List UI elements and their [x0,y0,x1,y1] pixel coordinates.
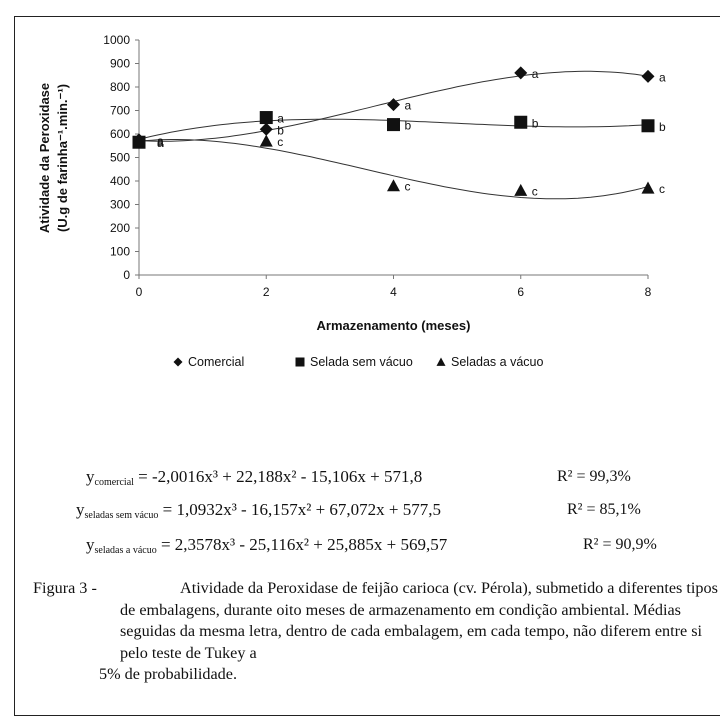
equation-rhs: = 1,0932x³ - 16,157x² + 67,072x + 577,5 [162,500,441,519]
caption-last-line: 5% de probabilidade. [99,665,237,683]
significance-letter: a [277,112,284,126]
y-tick-label: 400 [110,174,130,188]
significance-letter: c [405,180,411,194]
y-tick-label: 1000 [103,33,130,47]
data-point-triangle [387,179,400,192]
significance-letter: a [157,136,164,150]
y-axis-label: Atividade da Peroxidase (U.g de farinha⁻¹… [37,83,70,233]
y-tick-label: 900 [110,57,130,71]
r2-seladas-sem-vacuo: R² = 85,1% [567,501,641,518]
equation-rhs: = 2,3578x³ - 25,116x² + 25,885x + 569,57 [160,535,448,554]
equation-seladas-sem-vacuo: yseladas sem vácuo = 1,0932x³ - 16,157x²… [76,500,441,521]
significance-letter: b [405,119,412,133]
legend-label: Comercial [188,355,244,369]
data-point-diamond [387,98,400,112]
x-tick-label: 6 [517,285,524,299]
equation-subscript: seladas a vácuo [94,545,157,556]
equation-comercial: ycomercial = -2,0016x³ + 22,188x² - 15,1… [86,467,423,488]
equation-rhs: = -2,0016x³ + 22,188x² - 15,106x + 571,8 [138,467,423,486]
data-point-square [387,118,400,132]
y-tick-label: 100 [110,245,130,259]
x-tick-label: 8 [645,285,652,299]
legend-marker-triangle [436,357,446,366]
x-axis-label: Armazenamento (meses) [317,318,471,333]
y-tick-label: 700 [110,104,130,118]
significance-letter: a [659,70,666,84]
caption-text: Atividade da Peroxidase de feijão carioc… [120,579,718,662]
legend-label: Selada sem vácuo [310,355,413,369]
y-tick-label: 200 [110,221,130,235]
y-tick-label: 0 [123,268,130,282]
equation-subscript: comercial [94,477,134,488]
data-point-triangle [132,134,146,147]
equation-subscript: seladas sem vácuo [84,510,159,521]
chart: 0 100 200 300 400 500 600 700 800 900 1000 0 2 4 6 8 Arm… [37,33,666,369]
data-point-triangle [514,183,528,196]
significance-letter: c [659,182,665,196]
r2-seladas-a-vacuo: R² = 90,9% [583,536,657,553]
y-tick-label: 300 [110,198,130,212]
y-tick-label: 500 [110,151,130,165]
equation-seladas-a-vacuo: yseladas a vácuo = 2,3578x³ - 25,116x² +… [86,535,448,556]
data-point-square [641,119,655,133]
legend-marker-square [295,357,305,367]
data-point-square [259,111,273,125]
significance-letter: c [532,184,538,198]
significance-letter: a [157,135,164,149]
significance-letter: b [659,120,666,134]
r2-comercial: R² = 99,3% [557,468,631,485]
data-point-square [514,115,528,129]
y-tick-label: 600 [110,127,130,141]
x-tick-label: 4 [390,285,397,299]
legend-label: Seladas a vácuo [451,355,543,369]
significance-letter: c [277,135,283,149]
y-tick-label: 800 [110,80,130,94]
caption-lead: Figura 3 - [33,579,97,597]
y-axis-label-line2: (U.g de farinha⁻¹.min.⁻¹) [55,84,70,232]
significance-letter: a [157,134,164,148]
data-point-diamond [514,66,528,80]
x-tick-label: 2 [263,285,270,299]
trend-curve [138,139,649,200]
significance-letter: b [277,123,284,137]
data-point-triangle [259,134,273,147]
significance-letter: b [532,116,539,130]
y-axis-label-line1: Atividade da Peroxidase [37,83,52,233]
significance-letter: a [405,99,412,113]
data-point-diamond [641,69,655,83]
data-point-diamond [259,122,273,136]
significance-letter: a [532,67,539,81]
x-tick-label: 0 [136,285,143,299]
data-point-triangle [641,181,655,194]
legend-marker-diamond [173,357,183,367]
